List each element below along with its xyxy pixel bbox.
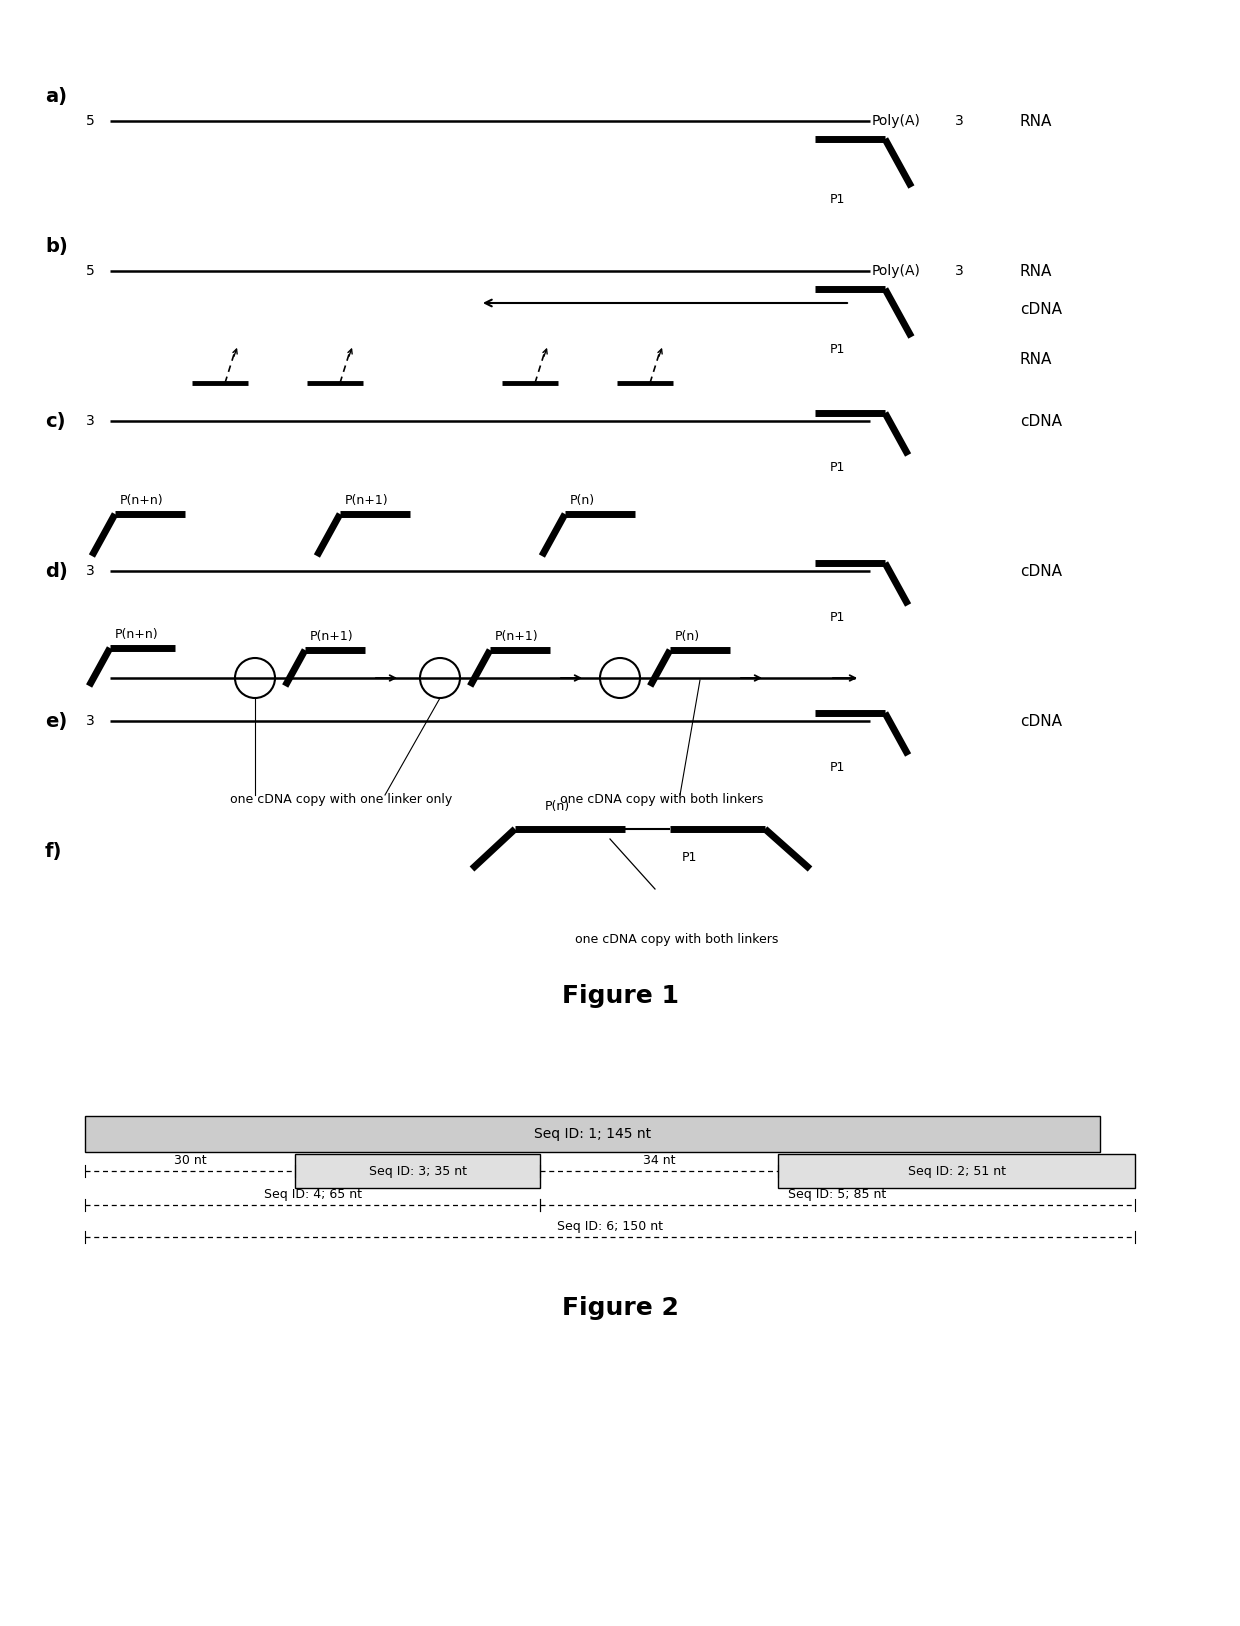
Bar [777, 1154, 1135, 1189]
Text: P1: P1 [830, 761, 846, 774]
Text: 3: 3 [955, 114, 963, 128]
Text: 5: 5 [87, 114, 95, 128]
Text: e): e) [45, 712, 67, 730]
Text: Seq ID: 6; 150 nt: Seq ID: 6; 150 nt [557, 1220, 663, 1233]
Text: f): f) [45, 842, 62, 860]
Text: Poly(A): Poly(A) [872, 263, 921, 278]
Text: P(n): P(n) [546, 800, 570, 813]
Text: P1: P1 [830, 193, 846, 207]
Text: 30 nt: 30 nt [174, 1154, 206, 1167]
Text: Figure 1: Figure 1 [562, 984, 678, 1008]
Text: b): b) [45, 237, 68, 255]
Text: one cDNA copy with one linker only: one cDNA copy with one linker only [229, 793, 453, 806]
Text: P(n+1): P(n+1) [310, 629, 353, 642]
Text: 3: 3 [955, 263, 963, 278]
Text: a): a) [45, 88, 67, 106]
Text: RNA: RNA [1021, 114, 1053, 128]
Text: Poly(A): Poly(A) [872, 114, 921, 128]
Text: Seq ID: 2; 51 nt: Seq ID: 2; 51 nt [908, 1164, 1006, 1177]
Text: Seq ID: 3; 35 nt: Seq ID: 3; 35 nt [368, 1164, 466, 1177]
Text: P(n+n): P(n+n) [120, 494, 164, 507]
Text: 34 nt: 34 nt [642, 1154, 676, 1167]
Text: RNA: RNA [1021, 263, 1053, 278]
Text: one cDNA copy with both linkers: one cDNA copy with both linkers [560, 793, 764, 806]
Text: Seq ID: 5; 85 nt: Seq ID: 5; 85 nt [789, 1189, 887, 1202]
Text: d): d) [45, 561, 68, 580]
Text: 3: 3 [87, 714, 95, 728]
Text: c): c) [45, 411, 66, 431]
Text: RNA: RNA [1021, 351, 1053, 366]
Text: Seq ID: 4; 65 nt: Seq ID: 4; 65 nt [263, 1189, 362, 1202]
Bar [295, 1154, 539, 1189]
Text: P1: P1 [682, 850, 697, 863]
Text: P(n): P(n) [570, 494, 595, 507]
Text: P1: P1 [830, 343, 846, 356]
Text: P1: P1 [830, 462, 846, 475]
Text: P(n): P(n) [675, 629, 701, 642]
Text: cDNA: cDNA [1021, 301, 1061, 317]
Text: one cDNA copy with both linkers: one cDNA copy with both linkers [575, 933, 779, 946]
Bar [86, 1115, 1100, 1151]
Text: cDNA: cDNA [1021, 413, 1061, 429]
Text: 3: 3 [87, 415, 95, 428]
Text: P(n+n): P(n+n) [115, 628, 159, 641]
Text: Figure 2: Figure 2 [562, 1296, 678, 1320]
Text: cDNA: cDNA [1021, 714, 1061, 728]
Text: 5: 5 [87, 263, 95, 278]
Text: Seq ID: 1; 145 nt: Seq ID: 1; 145 nt [534, 1127, 651, 1141]
Text: 3: 3 [87, 564, 95, 577]
Text: P(n+1): P(n+1) [495, 629, 538, 642]
Text: P(n+1): P(n+1) [345, 494, 388, 507]
Text: cDNA: cDNA [1021, 564, 1061, 579]
Text: P1: P1 [830, 611, 846, 624]
